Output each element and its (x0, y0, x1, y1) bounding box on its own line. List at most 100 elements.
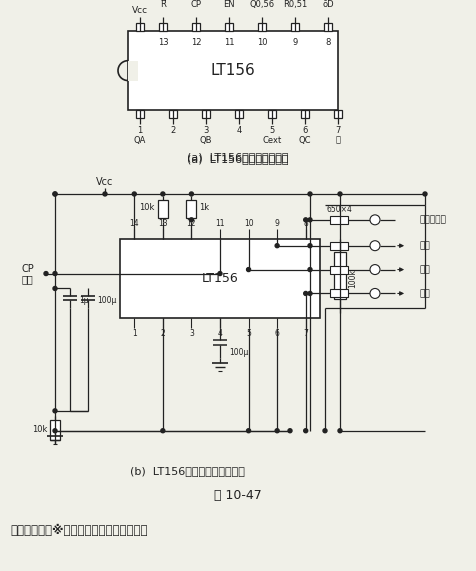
Circle shape (338, 429, 342, 433)
Text: 相連。圖中帶※號元件為調節振蕩頻率用。: 相連。圖中帶※號元件為調節振蕩頻率用。 (10, 524, 148, 537)
Circle shape (308, 244, 312, 248)
Text: R̅: R̅ (160, 1, 166, 10)
Text: R0,51: R0,51 (283, 1, 307, 10)
Text: QC: QC (299, 136, 311, 144)
Circle shape (53, 192, 57, 196)
Bar (136, 110, 144, 118)
Circle shape (44, 272, 48, 276)
Text: 7: 7 (335, 126, 341, 135)
Bar (169, 110, 177, 118)
Text: Vcc: Vcc (132, 6, 148, 15)
Circle shape (308, 291, 312, 295)
Text: (b)  LT156組成的風扇控制電路: (b) LT156組成的風扇控制電路 (130, 465, 245, 476)
Circle shape (161, 429, 165, 433)
Circle shape (304, 218, 307, 222)
Text: 2: 2 (160, 329, 165, 337)
Text: 650×4: 650×4 (326, 206, 352, 214)
Text: 3: 3 (203, 126, 208, 135)
Circle shape (370, 241, 380, 251)
Circle shape (275, 429, 279, 433)
Bar (120, 239, 320, 318)
Text: 13: 13 (158, 219, 168, 228)
Circle shape (161, 192, 165, 196)
Text: 10k: 10k (31, 425, 47, 434)
Text: E̅N: E̅N (223, 1, 235, 10)
Bar (258, 23, 266, 31)
Text: 7: 7 (303, 329, 308, 337)
Text: ōD: ōD (322, 1, 334, 10)
Text: Cext: Cext (262, 136, 282, 144)
Circle shape (370, 288, 380, 299)
Text: 9: 9 (275, 219, 279, 228)
Bar (50, 420, 60, 440)
Text: 4: 4 (237, 126, 242, 135)
Text: LT156: LT156 (210, 63, 256, 78)
Text: LT156: LT156 (202, 272, 238, 285)
Text: 10: 10 (257, 38, 267, 47)
Text: 信號: 信號 (22, 275, 34, 284)
Text: QB: QB (200, 136, 212, 144)
Bar (225, 23, 233, 31)
Text: 4: 4 (218, 329, 222, 337)
Text: 14: 14 (129, 219, 139, 228)
Bar (128, 61, 138, 81)
Text: 1μ: 1μ (79, 296, 89, 305)
Text: 100k: 100k (348, 269, 357, 288)
Circle shape (189, 192, 193, 196)
Circle shape (189, 218, 193, 222)
Text: Q0,56: Q0,56 (249, 1, 275, 10)
Text: 5: 5 (269, 126, 275, 135)
Text: 3: 3 (189, 329, 194, 337)
Text: 地: 地 (336, 136, 340, 144)
Circle shape (323, 429, 327, 433)
Text: 小風: 小風 (420, 289, 431, 298)
Circle shape (53, 192, 57, 196)
Circle shape (247, 268, 250, 272)
Bar (187, 200, 197, 218)
Circle shape (304, 429, 307, 433)
Text: 9: 9 (292, 38, 298, 47)
Bar (330, 216, 348, 224)
Text: 大風: 大風 (420, 241, 431, 250)
Bar (324, 23, 332, 31)
Circle shape (53, 429, 57, 433)
Text: 圖 10-47: 圖 10-47 (214, 489, 262, 502)
Text: (a)  LT156各腳功能排列圖: (a) LT156各腳功能排列圖 (187, 154, 289, 164)
Bar (136, 23, 144, 31)
Circle shape (218, 272, 222, 276)
Text: 10k: 10k (139, 203, 155, 212)
Bar (268, 110, 276, 118)
Circle shape (53, 287, 57, 291)
Bar (158, 200, 168, 218)
Bar (334, 110, 342, 118)
Circle shape (370, 264, 380, 275)
Text: 12: 12 (191, 38, 201, 47)
Circle shape (370, 215, 380, 225)
Text: 5: 5 (246, 329, 251, 337)
Text: 1: 1 (132, 329, 137, 337)
Text: 11: 11 (215, 219, 225, 228)
Bar (159, 23, 167, 31)
Text: 8: 8 (325, 38, 331, 47)
Bar (330, 266, 348, 274)
Bar (301, 110, 309, 118)
Text: 中風: 中風 (420, 265, 431, 274)
Text: 13: 13 (158, 38, 169, 47)
Text: 12: 12 (187, 219, 196, 228)
Text: CP: CP (190, 1, 201, 10)
Circle shape (53, 409, 57, 413)
Text: (a)  LT156各腳功能排列圖: (a) LT156各腳功能排列圖 (187, 152, 289, 162)
Bar (334, 252, 346, 299)
Text: 2: 2 (170, 126, 176, 135)
Circle shape (103, 192, 107, 196)
Circle shape (304, 291, 307, 295)
Text: 6: 6 (302, 126, 307, 135)
Text: QA: QA (134, 136, 146, 144)
Bar (192, 23, 200, 31)
Text: 1k: 1k (199, 203, 209, 212)
Bar (330, 242, 348, 250)
Text: 自然風指示: 自然風指示 (420, 215, 447, 224)
Circle shape (308, 218, 312, 222)
Text: 8: 8 (303, 219, 308, 228)
Text: 100μ: 100μ (229, 348, 248, 357)
